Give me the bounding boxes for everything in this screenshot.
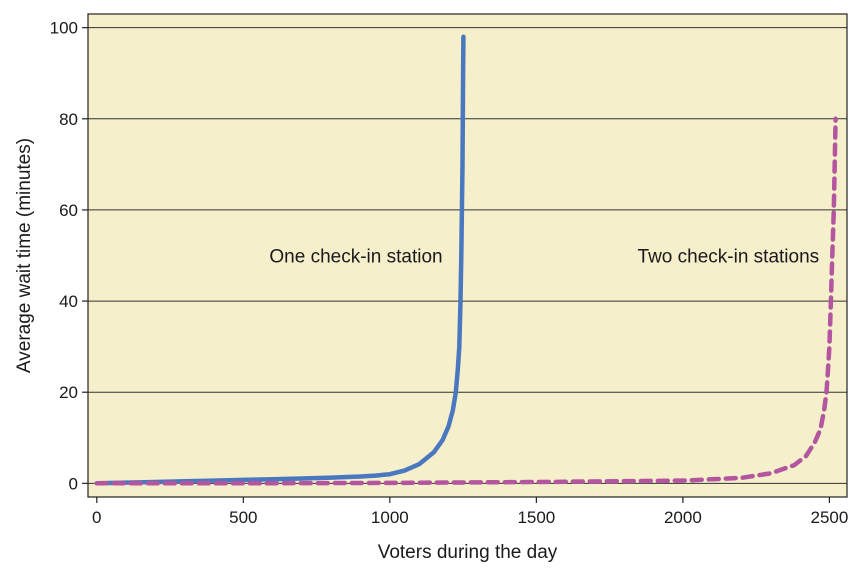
y-tick-label: 40 xyxy=(59,292,78,311)
y-tick-label: 80 xyxy=(59,110,78,129)
y-tick-label: 0 xyxy=(69,474,78,493)
y-tick-label: 20 xyxy=(59,383,78,402)
y-tick-label: 60 xyxy=(59,201,78,220)
series-line-1 xyxy=(94,116,838,486)
x-tick-label: 0 xyxy=(92,508,101,527)
annotation-two-stations: Two check-in stations xyxy=(638,247,820,268)
x-axis-title: Voters during the day xyxy=(378,542,558,563)
x-tick-label: 1500 xyxy=(517,508,555,527)
series-layer xyxy=(94,34,838,486)
y-tick-label: 100 xyxy=(50,19,78,38)
plot-frame xyxy=(87,13,848,498)
annotation-one-station: One check-in station xyxy=(269,247,442,268)
x-tick-label: 2500 xyxy=(811,508,849,527)
x-tick-label: 1000 xyxy=(371,508,409,527)
plot-area xyxy=(88,14,847,497)
series-line-0 xyxy=(94,34,466,486)
y-axis-title: Average wait time (minutes) xyxy=(14,138,35,373)
x-tick-label: 500 xyxy=(229,508,257,527)
x-tick-label: 2000 xyxy=(664,508,702,527)
